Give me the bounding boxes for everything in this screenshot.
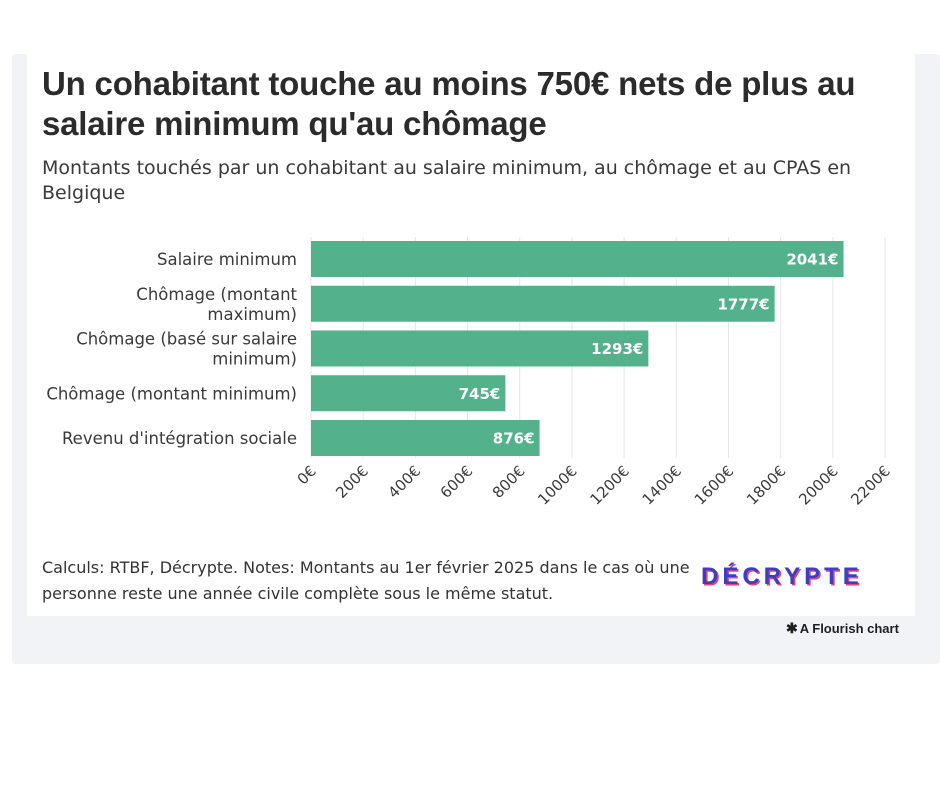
data-label: 1777€ [717,295,769,313]
x-tick-label: 800€ [489,462,529,502]
chart-notes: Calculs: RTBF, Décrypte. Notes: Montants… [42,558,690,603]
x-tick-label: 1800€ [743,462,789,508]
data-label: 876€ [493,430,535,448]
decrypte-logo: DÉCRYPTE [701,563,863,590]
x-tick-label: 1000€ [534,462,580,508]
bar[interactable] [311,241,844,277]
chart-subtitle: Montants touchés par un cohabitant au sa… [42,157,852,204]
category-label: Salaire minimum [157,250,297,269]
chart-title: Un cohabitant touche au moins 750€ nets … [42,65,856,142]
bar[interactable] [311,420,540,456]
bar[interactable] [311,330,649,367]
flourish-credit-link[interactable]: ✱ A Flourish chart [786,620,899,637]
data-label: 1293€ [591,340,643,358]
data-label: 745€ [459,385,501,403]
category-label: Chômage (montant maximum) [136,285,297,324]
x-tick-label: 2000€ [795,462,841,508]
bars: 2041€ 1777€ 1293€ 745€ 876€ [311,241,844,456]
category-labels: Salaire minimum Chômage (montant maximum) C… [46,250,297,448]
bar[interactable] [311,285,775,322]
x-tick-label: 0€ [294,462,320,488]
x-tick-label: 1400€ [639,462,685,508]
data-label: 2041€ [786,251,838,269]
category-label: Chômage (montant minimum) [46,384,297,403]
x-tick-label: 2200€ [847,462,893,508]
x-tick-label: 200€ [332,462,372,502]
category-label: Revenu d'intégration sociale [62,429,297,448]
x-tick-label: 400€ [384,462,424,502]
x-tick-label: 600€ [437,462,477,502]
flourish-asterisk-icon: ✱ [786,620,798,636]
flourish-credit-text: A Flourish chart [799,621,899,636]
category-label: Chômage (basé sur salaire minimum) [76,330,297,369]
bar[interactable] [311,375,506,412]
x-tick-label: 1600€ [691,462,737,508]
x-axis-tick-labels: 0€ 200€ 400€ 600€ 800€ 1000€ 1200€ 1400€ 1600€ 18… [294,462,894,508]
x-tick-label: 1200€ [586,462,632,508]
